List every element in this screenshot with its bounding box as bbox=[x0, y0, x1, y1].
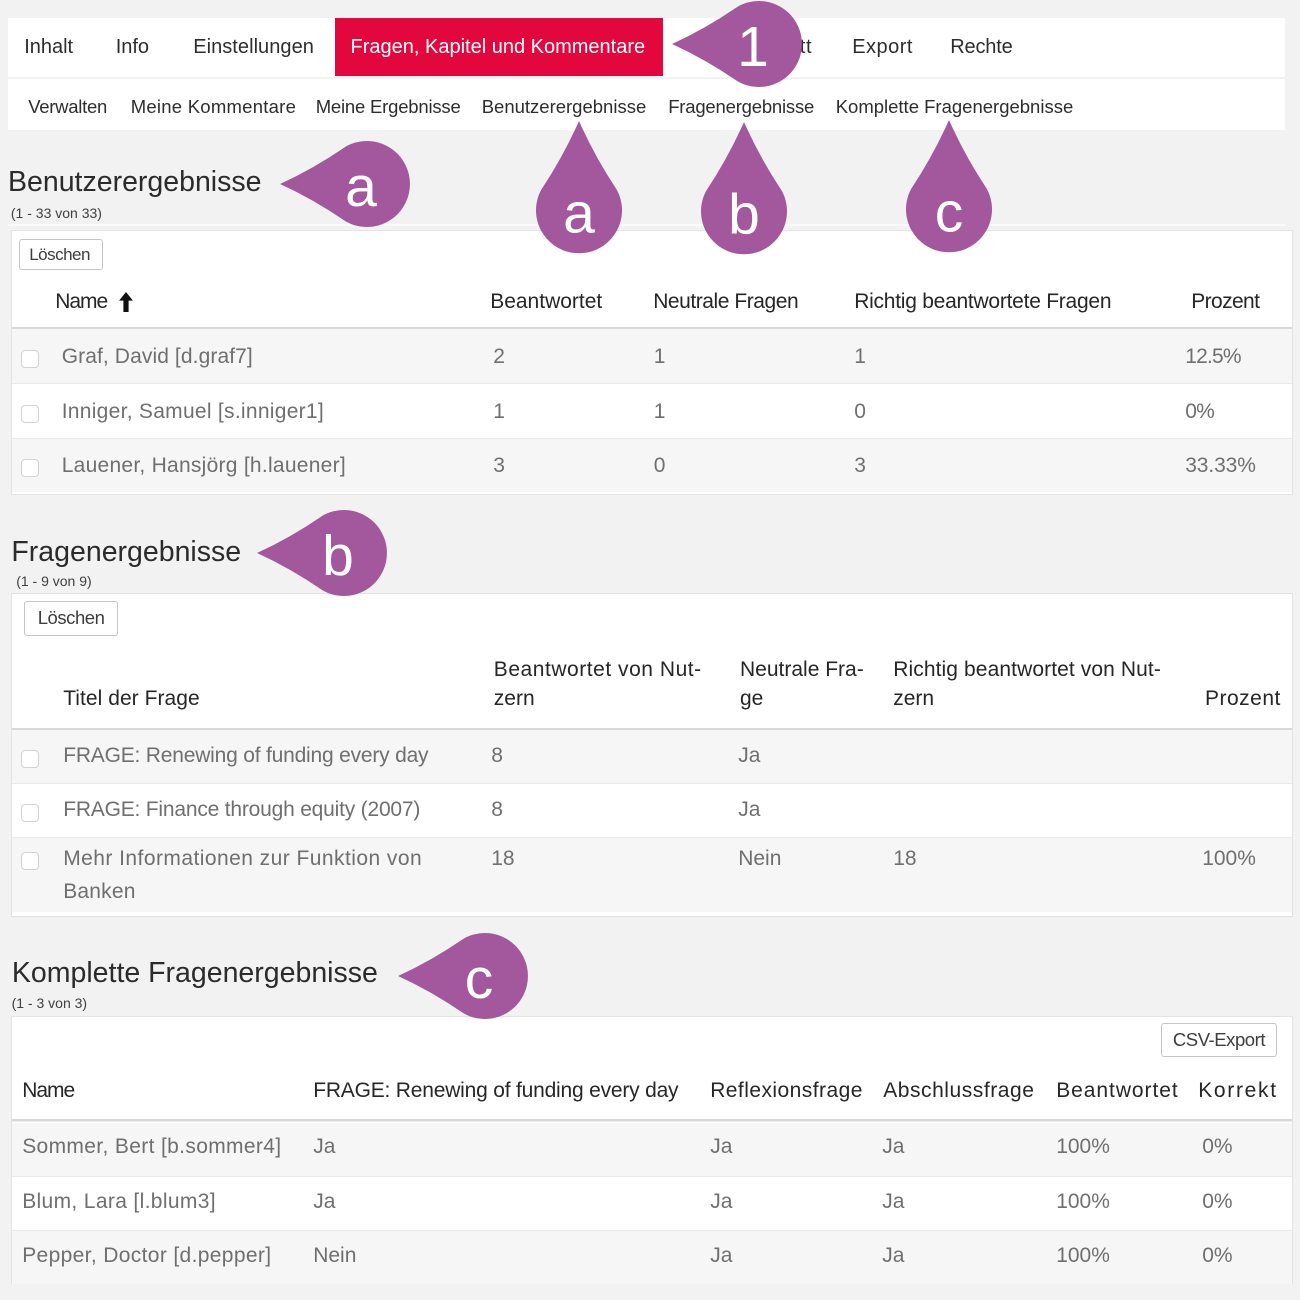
svg-text:c: c bbox=[934, 180, 963, 244]
svg-text:b: b bbox=[728, 182, 760, 246]
svg-text:c: c bbox=[465, 947, 494, 1011]
svg-text:a: a bbox=[345, 155, 377, 219]
svg-text:1: 1 bbox=[737, 15, 769, 79]
svg-text:b: b bbox=[322, 524, 354, 588]
svg-text:a: a bbox=[563, 181, 595, 245]
